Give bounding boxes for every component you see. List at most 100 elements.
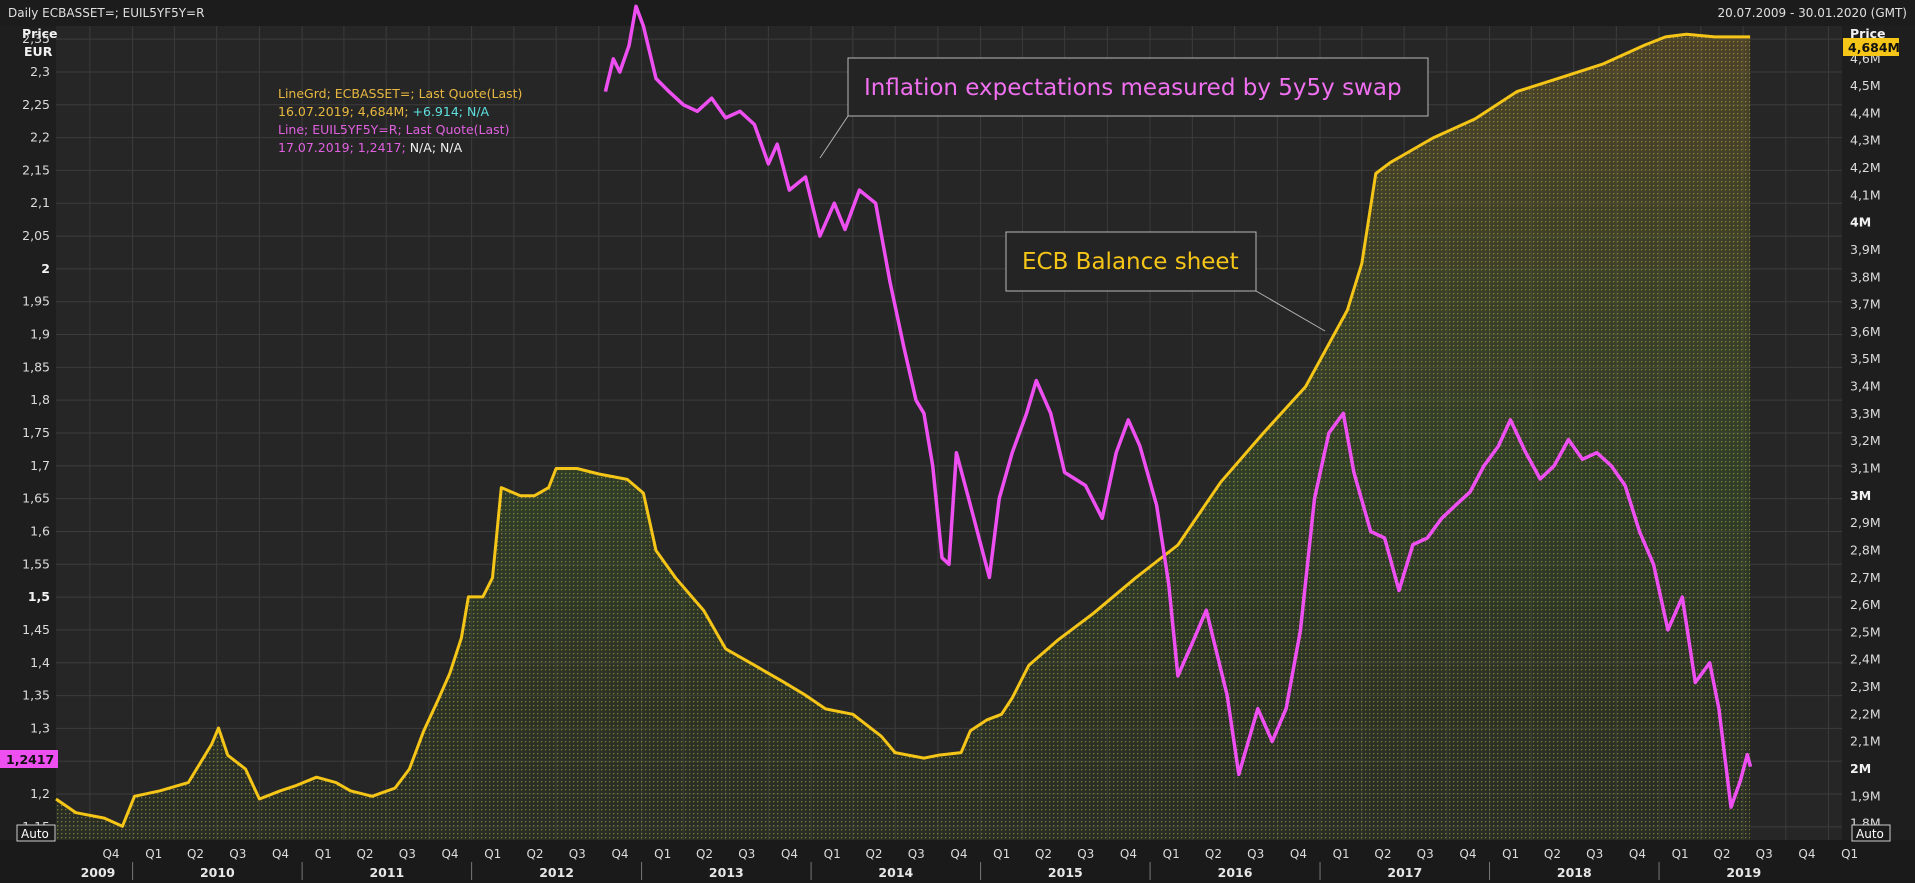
quarter-tick-label: Q4: [102, 847, 119, 861]
left-tick-label: 1,95: [22, 294, 50, 309]
right-tick-label: 3,9M: [1850, 242, 1881, 257]
right-tick-label: 3,4M: [1850, 379, 1881, 394]
series-layer: [55, 4, 1753, 828]
left-last-badge-text: 1,2417: [6, 752, 54, 767]
auto-left-button[interactable]: Auto: [16, 824, 56, 842]
left-axis-title-price: Price: [22, 26, 58, 41]
quarter-tick-label: Q2: [187, 847, 204, 861]
right-axis-ticks: 1,8M1,9M2M2,1M2,2M2,3M2,4M2,5M2,6M2,7M2,…: [1850, 51, 1881, 831]
quarter-tick-label: Q1: [1333, 847, 1350, 861]
year-label: 2010: [200, 865, 235, 880]
left-tick-label: 1,85: [22, 359, 50, 374]
auto-left-button-bg[interactable]: [16, 824, 56, 842]
right-tick-label: 3,8M: [1850, 269, 1881, 284]
year-label: 2017: [1387, 865, 1422, 880]
quarter-tick-label: Q4: [611, 847, 628, 861]
annotation-inflation-leader: [819, 115, 849, 159]
quarter-tick-label: Q1: [315, 847, 332, 861]
quarter-tick-label: Q4: [781, 847, 798, 861]
left-tick-label: 2,2: [30, 130, 50, 145]
right-tick-label: 2,3M: [1850, 679, 1881, 694]
auto-right-button[interactable]: Auto: [1851, 824, 1891, 842]
right-axis-background: [1842, 26, 1915, 840]
right-last-badge-bg: [1843, 38, 1899, 56]
quarter-tick-label: Q1: [654, 847, 671, 861]
quarter-tick-label: Q1: [1841, 847, 1858, 861]
quarter-tick-label: Q4: [1120, 847, 1137, 861]
left-tick-label: 2,35: [22, 31, 50, 46]
left-tick-label: 2,1: [30, 195, 50, 210]
right-tick-label: 2,6M: [1850, 597, 1881, 612]
quarter-tick-label: Q3: [399, 847, 416, 861]
right-last-badge: 4,684M: [1843, 38, 1900, 56]
quarter-tick-label: Q1: [1672, 847, 1689, 861]
right-tick-label: 4,1M: [1850, 187, 1881, 202]
year-label: 2009: [81, 865, 116, 880]
quarter-tick-label: Q4: [1290, 847, 1307, 861]
quarter-tick-label: Q2: [356, 847, 373, 861]
right-tick-label: 3,3M: [1850, 406, 1881, 421]
left-tick-label: 1,4: [30, 655, 50, 670]
right-tick-label: 4,2M: [1850, 160, 1881, 175]
left-tick-label: 1,7: [30, 458, 50, 473]
right-last-badge-text: 4,684M: [1848, 40, 1900, 55]
ecb-area-dots: [56, 34, 1751, 840]
left-tick-label: 1,65: [22, 491, 50, 506]
auto-right-button-label: Auto: [1856, 827, 1884, 841]
left-tick-label: 1,55: [22, 556, 50, 571]
quarter-tick-label: Q1: [1163, 847, 1180, 861]
left-tick-label: 2: [41, 261, 50, 276]
year-label: 2015: [1048, 865, 1083, 880]
left-axis-background: [0, 26, 56, 840]
left-tick-label: 1,45: [22, 622, 50, 637]
left-axis-ticks: 1,151,21,251,31,351,41,451,51,551,61,651…: [22, 31, 50, 834]
right-tick-label: 3,2M: [1850, 433, 1881, 448]
quarter-tick-label: Q1: [145, 847, 162, 861]
left-tick-label: 2,3: [30, 64, 50, 79]
left-tick-label: 1,3: [30, 720, 50, 735]
quarter-tick-label: Q3: [1247, 847, 1264, 861]
left-axis-title-currency: EUR: [24, 44, 53, 59]
quarter-tick-label: Q1: [484, 847, 501, 861]
right-tick-label: 4M: [1850, 215, 1871, 230]
x-axis-background: [0, 840, 1915, 883]
quarter-tick-label: Q3: [1756, 847, 1773, 861]
chart-title: Daily ECBASSET=; EUIL5YF5Y=R: [8, 6, 204, 20]
auto-right-button-bg[interactable]: [1851, 824, 1891, 842]
annotation-ecb-leader: [1255, 290, 1326, 332]
date-range: 20.07.2009 - 30.01.2020 (GMT): [1717, 6, 1907, 20]
quarter-tick-label: Q2: [1544, 847, 1561, 861]
year-label: 2013: [709, 865, 744, 880]
annotation-inflation-text: Inflation expectations measured by 5y5y …: [864, 75, 1402, 101]
right-tick-label: 3,6M: [1850, 324, 1881, 339]
year-label: 2014: [878, 865, 913, 880]
quarter-tick-label: Q4: [272, 847, 289, 861]
quarter-tick-label: Q4: [1798, 847, 1815, 861]
right-tick-label: 4,3M: [1850, 133, 1881, 148]
annotation-ecb: ECB Balance sheet: [1005, 231, 1326, 332]
right-tick-label: 3,7M: [1850, 297, 1881, 312]
year-label: 2019: [1726, 865, 1761, 880]
ecb-area: [56, 34, 1751, 840]
right-axis-title: Price: [1850, 26, 1886, 41]
year-label: 2012: [539, 865, 574, 880]
right-tick-label: 2,1M: [1850, 734, 1881, 749]
year-label: 2016: [1218, 865, 1253, 880]
legend: LineGrd; ECBASSET=; Last Quote(Last) 16.…: [278, 86, 522, 155]
legend-inflation-values: 17.07.2019; 1,2417; N/A; N/A: [278, 140, 463, 155]
year-label: 2011: [369, 865, 404, 880]
year-label: 2018: [1557, 865, 1592, 880]
right-tick-label: 2,5M: [1850, 624, 1881, 639]
quarter-tick-label: Q3: [908, 847, 925, 861]
quarter-tick-label: Q2: [1374, 847, 1391, 861]
header-bar: [0, 0, 1915, 26]
right-tick-label: 2,7M: [1850, 570, 1881, 585]
quarter-tick-label: Q1: [993, 847, 1010, 861]
quarter-tick-label: Q4: [1459, 847, 1476, 861]
quarter-tick-label: Q2: [865, 847, 882, 861]
left-tick-label: 1,75: [22, 425, 50, 440]
quarter-tick-label: Q3: [738, 847, 755, 861]
quarter-tick-label: Q2: [696, 847, 713, 861]
right-tick-label: 4,5M: [1850, 78, 1881, 93]
